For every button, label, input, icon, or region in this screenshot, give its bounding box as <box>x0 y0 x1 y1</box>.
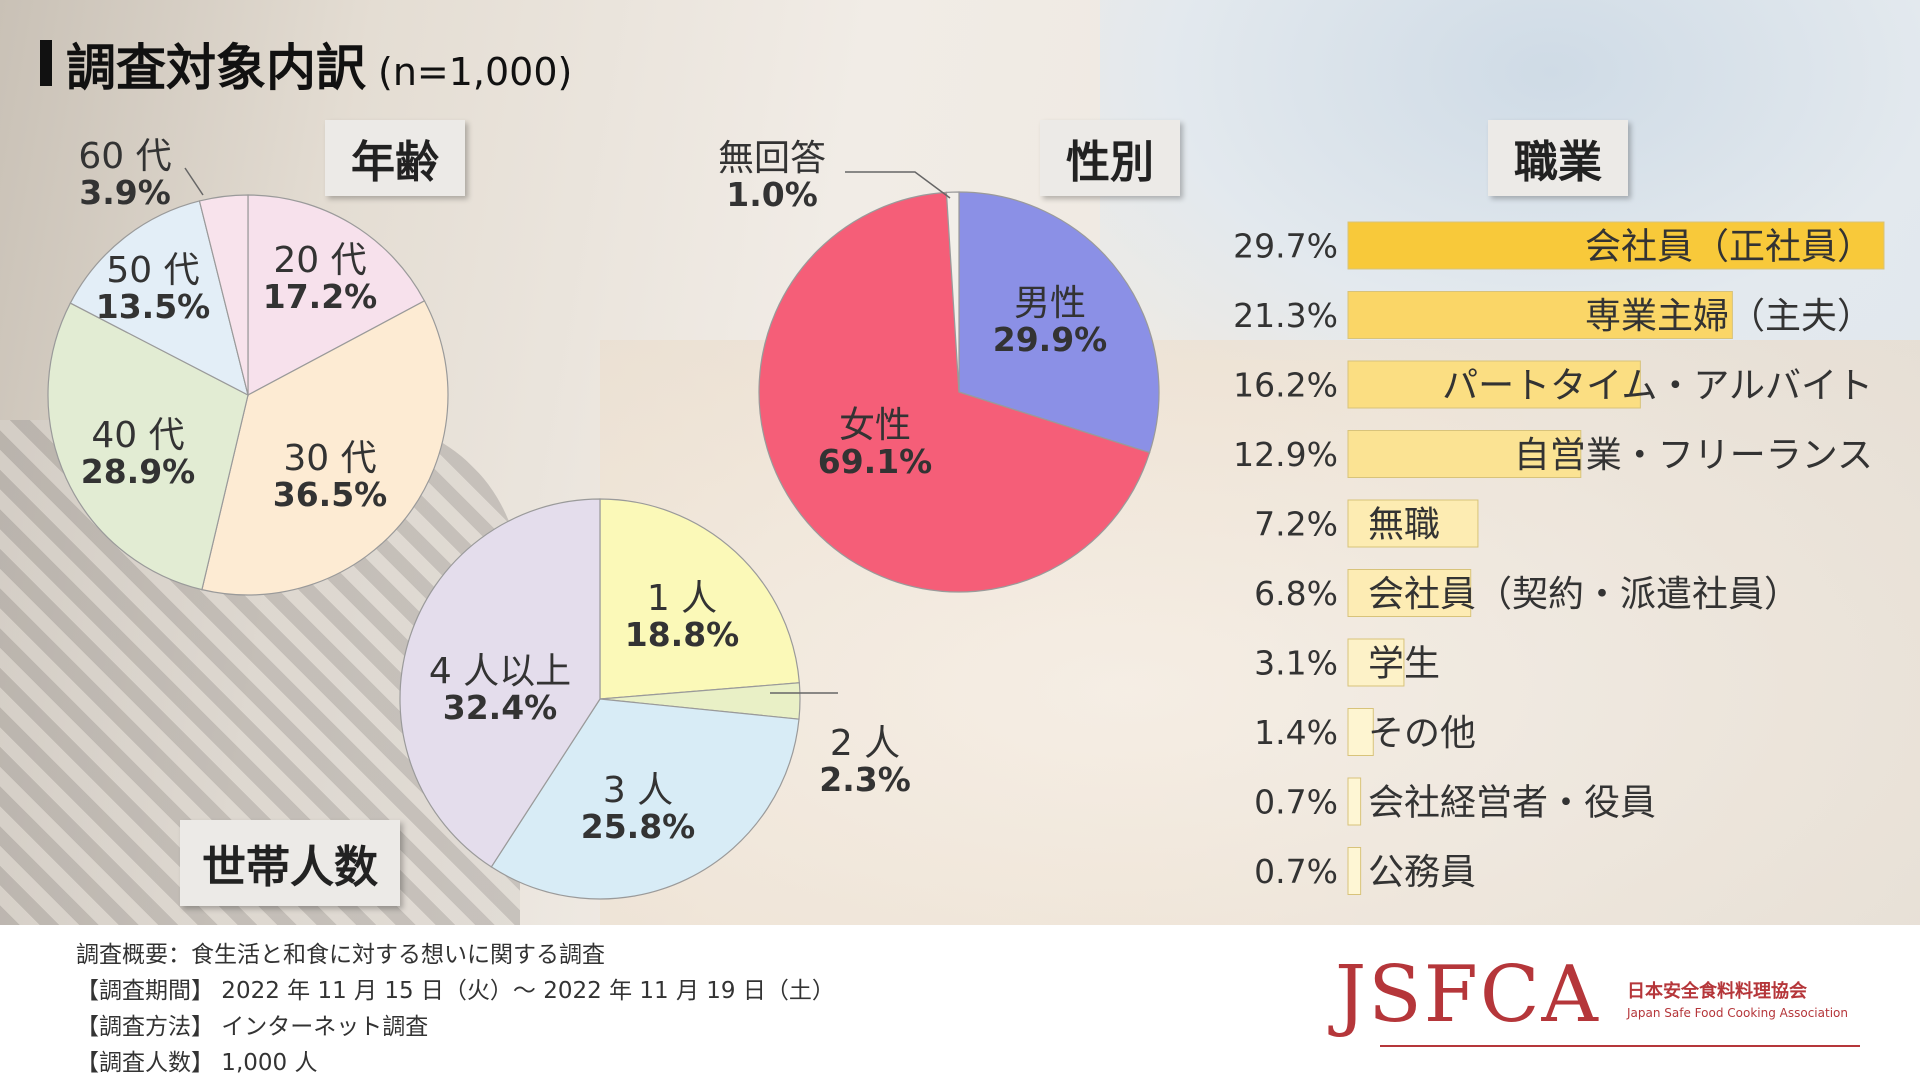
age-label-60代: 60 代 <box>78 136 171 177</box>
footer-period: 【調査期間】 2022 年 11 月 15 日（火）～ 2022 年 11 月 … <box>76 978 835 1004</box>
age-slice-50代 <box>69 200 249 397</box>
occupation-value-7: 3.1% <box>1254 644 1338 683</box>
occupation-bar-2 <box>1347 291 1733 339</box>
occupation-bar-9 <box>1347 777 1362 826</box>
age-label-20代: 20 代 <box>273 240 366 281</box>
occupation-label-3: パートタイム・アルバイト <box>1442 366 1873 407</box>
occupation-value-1: 29.7% <box>1233 227 1338 266</box>
footer-summary: 調査概要：食生活と和食に対する想いに関する調査 <box>76 942 605 968</box>
occupation-label-6: 会社員（契約・派遣社員） <box>1368 574 1800 615</box>
gender-label-男性: 男性 <box>1014 283 1086 324</box>
age-label-40代: 40 代 <box>91 415 184 456</box>
occupation-bar-4 <box>1347 430 1582 478</box>
age-slice-60代 <box>198 194 249 396</box>
age-value-20代: 17.2% <box>263 277 378 316</box>
page-title: 調査対象内訳 (n=1,000) <box>66 28 572 100</box>
age-label-30代: 30 代 <box>283 438 376 479</box>
household-value-1人: 18.8% <box>625 615 740 654</box>
occupation-value-4: 12.9% <box>1233 435 1338 474</box>
household-slice-4人以上 <box>399 498 601 868</box>
occupation-label-8: その他 <box>1368 713 1476 754</box>
household-slice-1人 <box>599 498 800 700</box>
gender-value-無回答: 1.0% <box>726 175 818 214</box>
occupation-label-7: 学生 <box>1368 644 1440 685</box>
jsfca-logo: JSFCA <box>1335 950 1600 1040</box>
household-value-3人: 25.8% <box>581 807 696 846</box>
occupation-bar-3 <box>1347 360 1641 409</box>
age-value-60代: 3.9% <box>79 173 171 212</box>
occupation-value-2: 21.3% <box>1233 296 1338 335</box>
gender-value-女性: 69.1% <box>818 442 933 481</box>
occupation-value-5: 7.2% <box>1254 505 1338 544</box>
occupation-bar-5 <box>1347 499 1479 548</box>
page-subtitle: (n=1,000) <box>378 50 573 94</box>
occupation-section-label: 職業 <box>1488 120 1628 196</box>
occupation-bar-7 <box>1347 638 1405 687</box>
page-title-text: 調査対象内訳 <box>66 39 366 97</box>
occupation-bar-1 <box>1347 221 1885 270</box>
occupation-value-6: 6.8% <box>1254 574 1338 613</box>
age-value-30代: 36.5% <box>273 475 388 514</box>
charts-canvas: 20 代17.2% 30 代36.5% 40 代28.9% 50 代13.5% 60 代… <box>47 136 1885 900</box>
age-slice-20代 <box>247 194 426 397</box>
footer <box>0 925 1920 1080</box>
occupation-value-10: 0.7% <box>1254 852 1338 891</box>
age-value-40代: 28.9% <box>81 452 196 491</box>
occupation-label-5: 無職 <box>1368 505 1440 546</box>
logo-underline <box>1380 1045 1860 1047</box>
household-label-3人: 3 人 <box>603 770 673 811</box>
logo-japanese-name: 日本安全食料料理協会 <box>1627 981 1807 1002</box>
age-value-50代: 13.5% <box>96 287 211 326</box>
occupation-label-9: 会社経営者・役員 <box>1368 783 1656 824</box>
occupation-label-1: 会社員（正社員） <box>1585 227 1873 268</box>
gender-slice-男性 <box>958 191 1160 454</box>
gender-label-女性: 女性 <box>839 405 911 446</box>
occupation-bar-8 <box>1347 708 1374 756</box>
gender-value-男性: 29.9% <box>993 320 1108 359</box>
household-value-2人: 2.3% <box>819 760 911 799</box>
household-label-4人以上: 4 人以上 <box>429 651 571 692</box>
title-accent-bar <box>40 40 52 86</box>
footer-count: 【調査人数】 1,000 人 <box>76 1050 318 1076</box>
age-slice-30代 <box>201 300 449 596</box>
occupation-label-2: 専業主婦（主夫） <box>1585 296 1873 337</box>
household-section-label: 世帯人数 <box>180 820 400 906</box>
occupation-label-4: 自営業・フリーランス <box>1514 435 1873 476</box>
household-value-4人以上: 32.4% <box>443 688 558 727</box>
occupation-bar-6 <box>1347 569 1472 617</box>
gender-leader-無回答 <box>845 171 951 199</box>
household-label-1人: 1 人 <box>647 578 717 619</box>
occupation-bar-10 <box>1347 847 1362 895</box>
age-section-label: 年齢 <box>325 120 465 196</box>
occupation-bar-chart: 29.7% 会社員（正社員） 21.3% 専業主婦（主夫） 16.2% パートタイム・アル… <box>1233 221 1885 895</box>
footer-method: 【調査方法】 インターネット調査 <box>76 1014 429 1040</box>
occupation-label-10: 公務員 <box>1368 852 1476 893</box>
age-label-50代: 50 代 <box>106 250 199 291</box>
gender-slice-無回答 <box>945 191 960 393</box>
age-slice-40代 <box>47 302 249 591</box>
gender-label-無回答: 無回答 <box>718 138 826 179</box>
occupation-value-8: 1.4% <box>1254 713 1338 752</box>
gender-slice-女性 <box>758 191 1151 593</box>
logo-english-name: Japan Safe Food Cooking Association <box>1627 1006 1848 1020</box>
occupation-value-3: 16.2% <box>1233 366 1338 405</box>
occupation-value-9: 0.7% <box>1254 783 1338 822</box>
age-leader-60代 <box>184 167 204 196</box>
household-label-2人: 2 人 <box>830 723 900 764</box>
age-pie-chart: 20 代17.2% 30 代36.5% 40 代28.9% 50 代13.5% 60 代… <box>47 136 449 596</box>
gender-section-label: 性別 <box>1040 120 1180 196</box>
